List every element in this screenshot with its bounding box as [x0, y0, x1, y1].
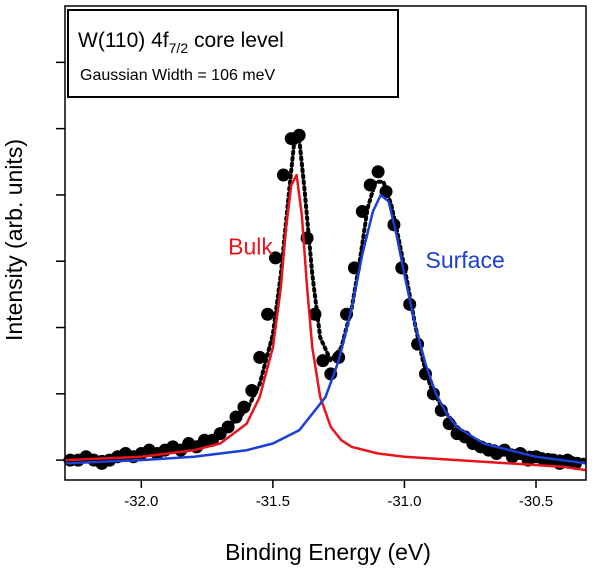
data-point [292, 128, 306, 142]
legend-box: W(110) 4f7/2 core level Gaussian Width =… [67, 9, 399, 98]
legend-title-rest: core level [188, 29, 284, 52]
legend-title-sub: 7/2 [169, 40, 189, 56]
legend-title-main: W(110) 4f [78, 29, 169, 52]
x-tick-label: -31.0 [387, 493, 421, 510]
plot-area [63, 128, 588, 472]
x-tick-label: -32.0 [124, 493, 158, 510]
data-point [261, 307, 275, 321]
x-tick-label: -30.5 [519, 493, 553, 510]
x-axis-title: Binding Energy (eV) [225, 539, 431, 565]
data-point [276, 168, 290, 182]
x-tick-label: -31.5 [256, 493, 290, 510]
data-point [316, 354, 330, 368]
annotation-bulk: Bulk [228, 234, 273, 260]
component-line-surface [64, 193, 587, 465]
component-line-bulk [64, 173, 587, 472]
y-axis-title: Intensity (arb. units) [1, 139, 27, 341]
data-point [269, 251, 283, 265]
data-point [253, 350, 267, 364]
annotation-surface: Surface [425, 247, 504, 273]
legend-frame [67, 9, 399, 98]
legend-title: W(110) 4f7/2 core level [78, 29, 284, 56]
plot-frame [64, 5, 587, 481]
data-point [371, 165, 385, 179]
legend-subtitle: Gaussian Width = 106 meV [80, 67, 276, 84]
ticks: -32.0 -31.5 -31.0 -30.5 [56, 61, 553, 510]
